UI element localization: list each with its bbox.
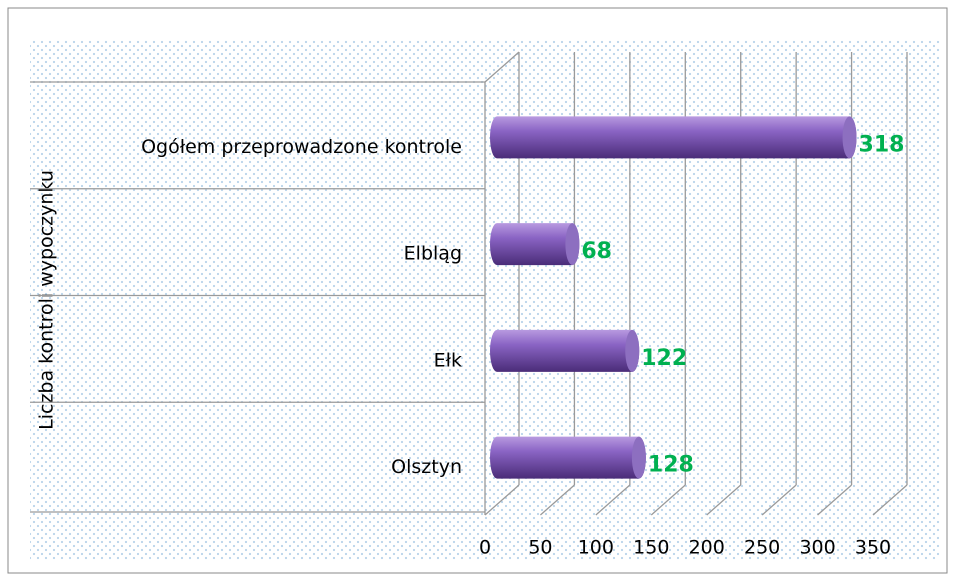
y-axis-title: Liczba kontroli wypoczynku — [36, 170, 58, 430]
bar — [490, 436, 646, 479]
bar-cap — [842, 116, 857, 159]
grid-line — [595, 484, 631, 516]
x-tick-label: 150 — [633, 537, 669, 559]
grid-line — [650, 484, 686, 516]
y-tick-label: Olsztyn — [391, 456, 462, 478]
x-tick-label: 200 — [689, 537, 725, 559]
grid-line — [761, 484, 797, 516]
x-tick-label: 0 — [479, 537, 491, 559]
wall-edge — [484, 51, 520, 83]
value-label: 122 — [641, 346, 687, 371]
x-tick-label: 250 — [744, 537, 780, 559]
y-tick-label: Elbląg — [404, 243, 462, 265]
y-tick-label: Ełk — [434, 349, 462, 371]
grid-line — [817, 484, 853, 516]
value-label: 68 — [581, 239, 612, 264]
value-label: 318 — [859, 132, 905, 157]
grid-line — [872, 484, 908, 516]
grid-line — [706, 484, 742, 516]
x-tick-label: 300 — [799, 537, 835, 559]
x-tick-label: 50 — [528, 537, 552, 559]
x-tick-label: 350 — [855, 537, 891, 559]
bar — [490, 329, 640, 372]
y-tick-label: Ogółem przeprowadzone kontrole — [141, 136, 462, 158]
x-tick-label: 100 — [578, 537, 614, 559]
bar — [490, 116, 857, 159]
bar-cap — [631, 436, 646, 479]
bar — [490, 223, 580, 266]
grid-line — [484, 484, 520, 516]
bar-cap — [565, 223, 580, 266]
bar-cap — [625, 329, 640, 372]
grid-line — [539, 484, 575, 516]
value-label: 128 — [648, 453, 694, 478]
